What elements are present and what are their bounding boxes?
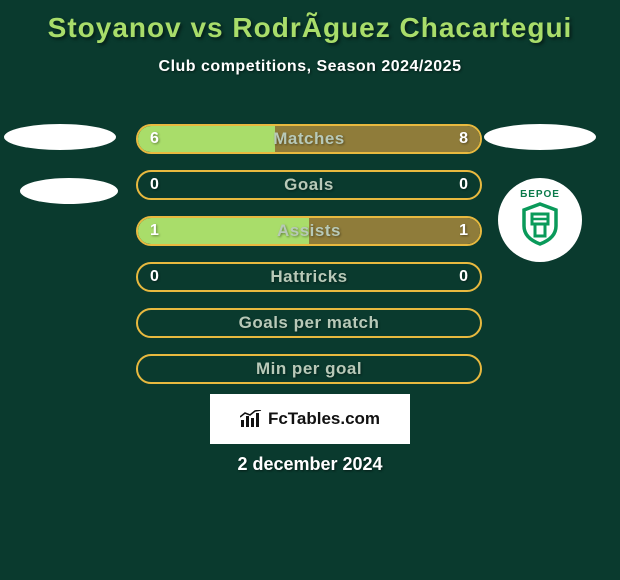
badge-text: БЕРОЕ [520, 189, 560, 200]
stat-row: Min per goal [136, 354, 482, 384]
club-badge: БЕРОЕ [498, 178, 582, 262]
page-title: Stoyanov vs RodrÃ­guez Chacartegui [0, 0, 620, 44]
stat-row: 68Matches [136, 124, 482, 154]
brand-text: FcTables.com [268, 409, 380, 429]
player1-oval-2 [20, 178, 118, 204]
stat-row: Goals per match [136, 308, 482, 338]
stat-label: Assists [138, 218, 480, 244]
stat-label: Matches [138, 126, 480, 152]
stat-label: Hattricks [138, 264, 480, 290]
shield-icon [520, 202, 560, 246]
stat-row: 11Assists [136, 216, 482, 246]
stats-bars: 68Matches 00Goals 11Assists 00Hattricks Goal… [136, 124, 482, 400]
subtitle: Club competitions, Season 2024/2025 [0, 58, 620, 76]
stat-label: Goals [138, 172, 480, 198]
stat-label: Min per goal [138, 356, 480, 382]
player2-oval-1 [484, 124, 596, 150]
brand-box: FcTables.com [210, 394, 410, 444]
stat-row: 00Hattricks [136, 262, 482, 292]
player1-oval-1 [4, 124, 116, 150]
date-text: 2 december 2024 [0, 454, 620, 475]
stat-label: Goals per match [138, 310, 480, 336]
stat-row: 00Goals [136, 170, 482, 200]
chart-icon [240, 410, 262, 428]
